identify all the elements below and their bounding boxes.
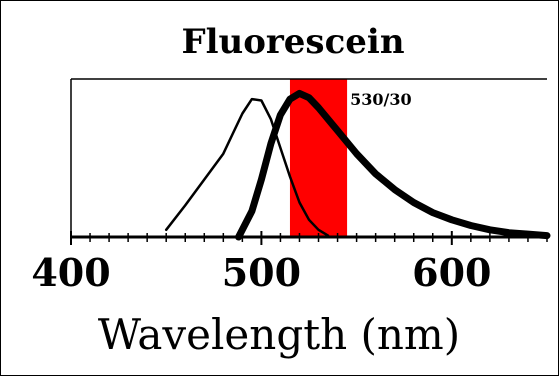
x-tick-label: 500 bbox=[222, 250, 301, 295]
x-axis-label: Wavelength (nm) bbox=[98, 310, 460, 359]
x-ticks-group: 400 500 600 bbox=[31, 231, 548, 295]
emission-curve bbox=[235, 89, 551, 241]
excitation-curve bbox=[164, 97, 330, 237]
chart-title: Fluorescein bbox=[181, 22, 404, 62]
filter-band-label: 530/30 bbox=[350, 90, 412, 109]
series-group bbox=[164, 89, 551, 241]
x-tick-label: 600 bbox=[412, 250, 491, 295]
plot-area: 530/30 400 500 600 bbox=[31, 78, 551, 295]
x-tick-label: 400 bbox=[31, 250, 110, 295]
